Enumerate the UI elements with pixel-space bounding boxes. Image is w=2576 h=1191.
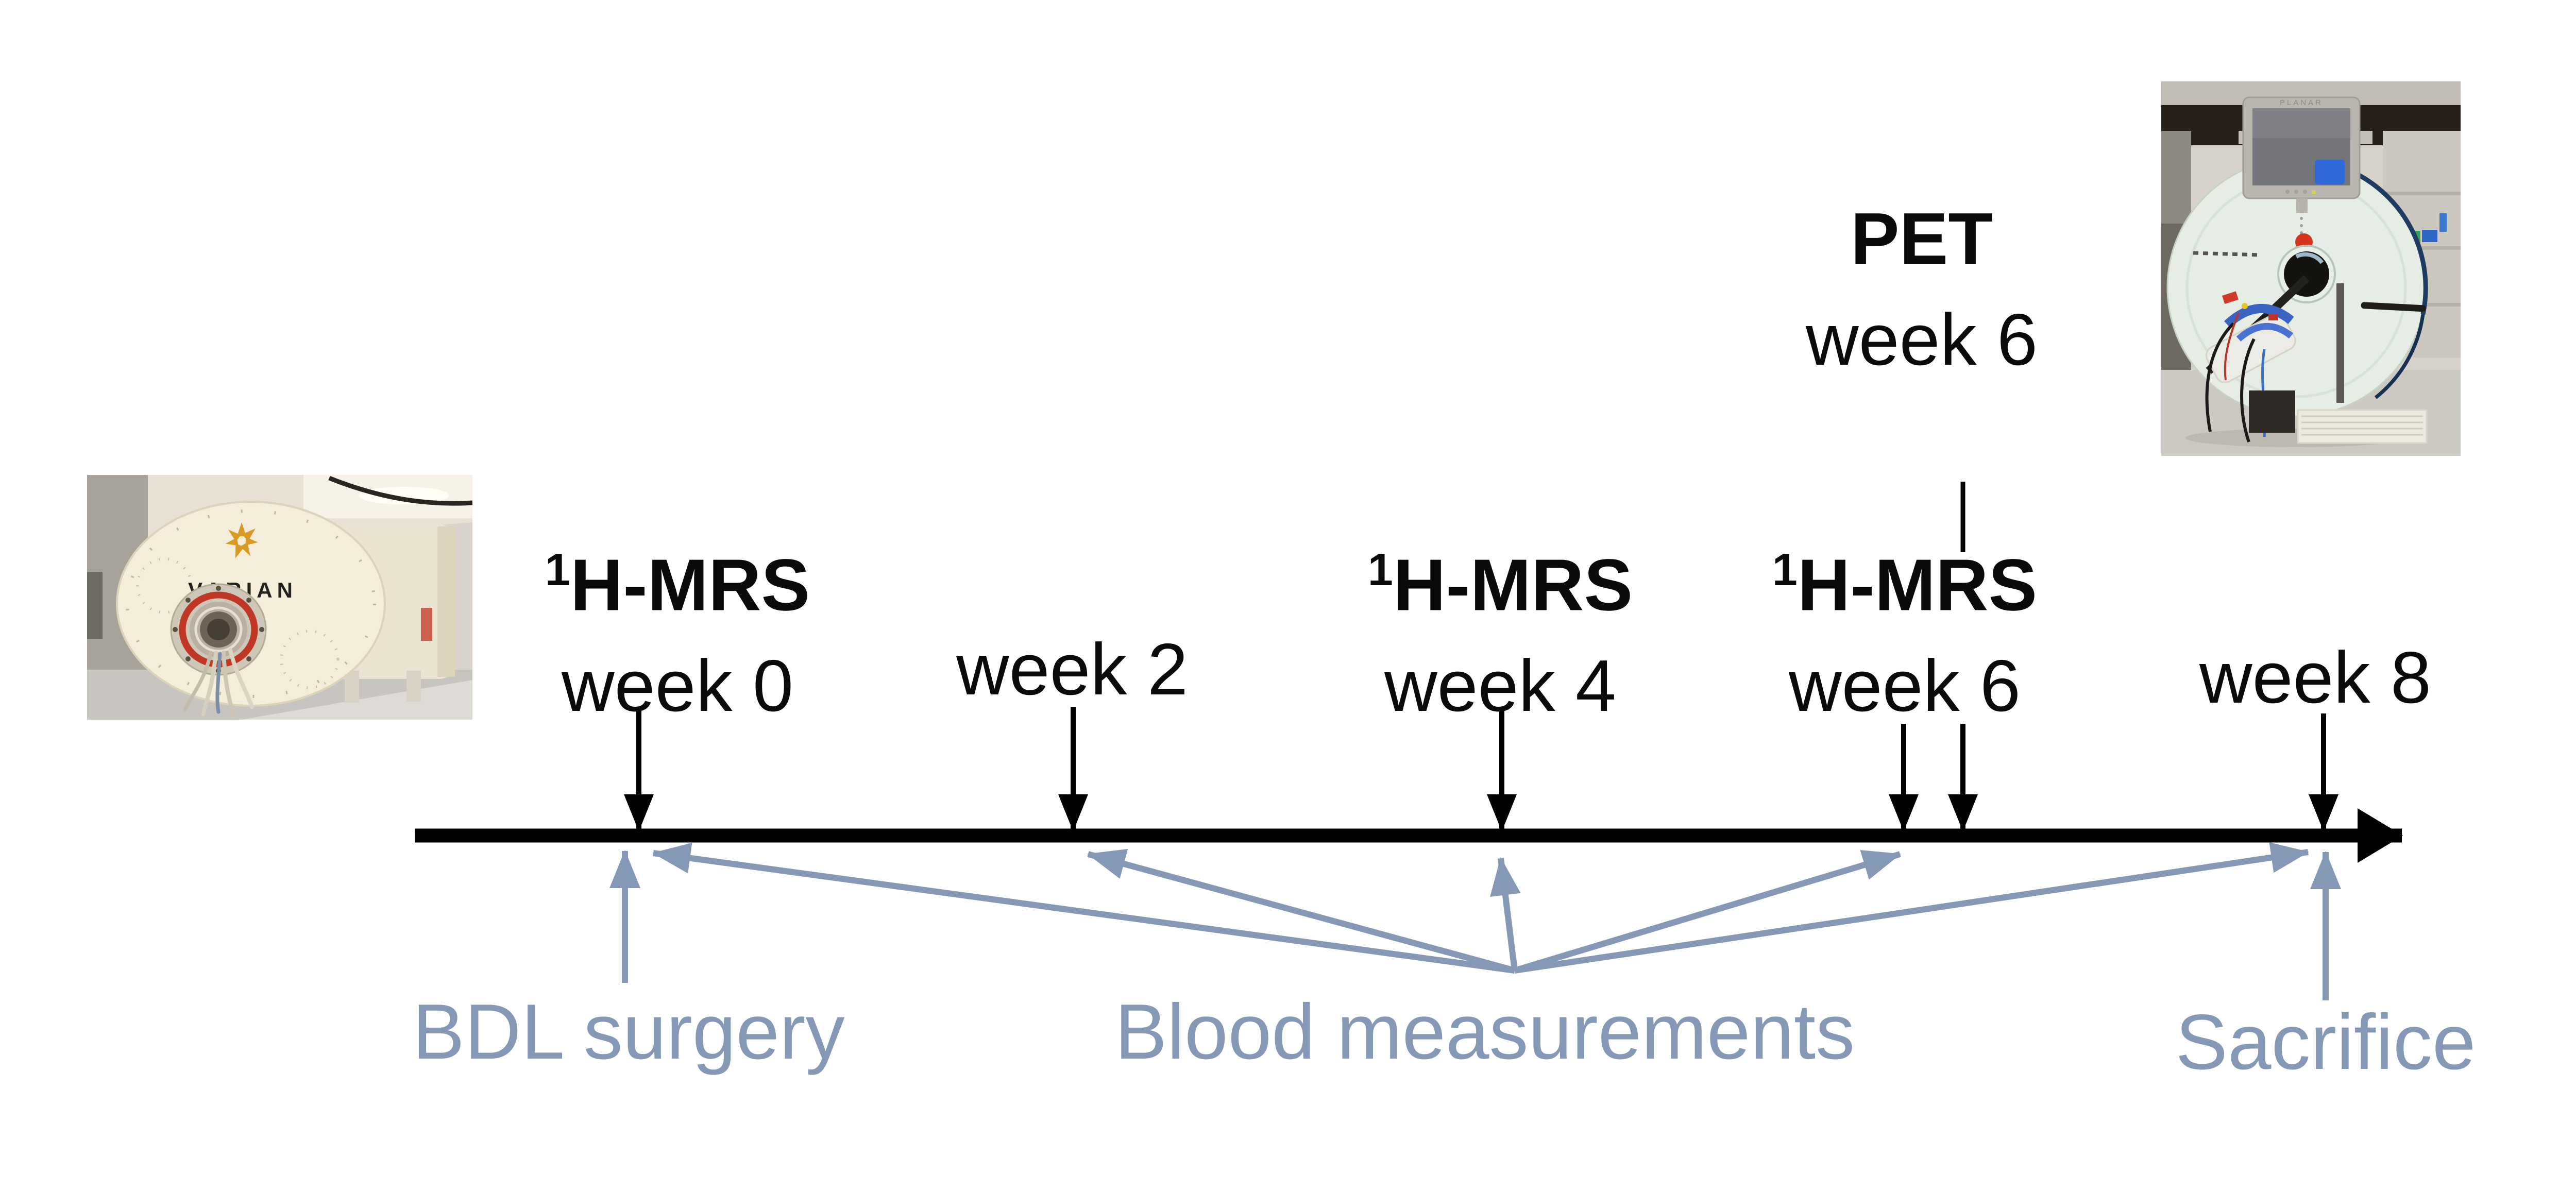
rim-bolts (126, 509, 376, 698)
mrs-title: 1H-MRS (1368, 519, 1633, 636)
vented-base-panel (2297, 409, 2428, 444)
label-mrs-week-6: 1H-MRS week 6 (1772, 519, 2037, 737)
black-equipment-box (2249, 390, 2295, 433)
mrs-title: 1H-MRS (1772, 519, 2037, 636)
blue-holder (2224, 303, 2294, 328)
week-text: week 6 (1789, 645, 2021, 727)
blood-arrow-week-8 (1514, 842, 2309, 974)
pet-scanner-photo: PLANAR (2161, 81, 2461, 456)
disc-slot-left (2193, 251, 2261, 257)
varian-starburst-logo (225, 522, 258, 558)
modality-text: H-MRS (570, 544, 810, 626)
superscript-1: 1 (1772, 544, 1798, 595)
blood-arrow-week-4 (1490, 857, 1521, 971)
planar-brand-text: PLANAR (2280, 98, 2323, 107)
pet-scanner-illustration: PLANAR (2161, 81, 2461, 456)
week-text: week 6 (1806, 299, 2038, 381)
sacrifice-label: Sacrifice (2175, 998, 2476, 1086)
week-text: week 2 (956, 628, 1188, 710)
bore-cables (183, 648, 254, 718)
bdl-surgery-label: BDL surgery (412, 988, 845, 1076)
blood-arrow-week-2 (1087, 849, 1516, 974)
bolt-circle-right (280, 629, 340, 689)
blood-arrow-week-0 (652, 843, 1515, 974)
mrs-title: 1H-MRS (545, 519, 810, 636)
magnex-red-logo (421, 608, 432, 641)
mri-scanner-photo: VARIAN (87, 475, 472, 720)
red-fixture (2222, 291, 2239, 304)
modality-text: H-MRS (1797, 544, 2038, 626)
week-text: week 4 (1384, 645, 1616, 727)
mri-scanner-illustration: VARIAN (87, 475, 472, 720)
superscript-1: 1 (1367, 544, 1393, 595)
label-week-8: week 8 (2199, 627, 2431, 728)
blue-screen-object (2315, 160, 2345, 184)
ceiling-cable (328, 475, 472, 506)
navy-rim (2355, 172, 2428, 315)
label-mrs-week-0: 1H-MRS week 0 (545, 519, 810, 737)
disc-slot-right (2361, 302, 2426, 312)
bed-support-column (2336, 283, 2344, 403)
pet-title: PET (1850, 198, 1993, 280)
monitor: PLANAR (2242, 96, 2361, 234)
label-pet-week-6: PET week 6 (1806, 189, 2038, 390)
blood-measurements-label: Blood measurements (1114, 988, 1855, 1076)
modality-text: H-MRS (1393, 544, 1633, 626)
week-text: week 0 (562, 645, 793, 727)
blue-bin (2422, 230, 2437, 242)
label-week-2: week 2 (956, 619, 1188, 720)
label-mrs-week-4: 1H-MRS week 4 (1368, 519, 1633, 737)
magnet-bore (170, 583, 267, 676)
week-text: week 8 (2199, 637, 2431, 719)
superscript-1: 1 (545, 544, 570, 595)
bolt-circle-left (136, 557, 193, 614)
blood-arrow-week-6 (1514, 850, 1901, 974)
